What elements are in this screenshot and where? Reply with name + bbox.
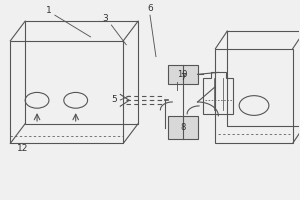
Text: 6: 6 xyxy=(147,4,153,13)
Text: 10: 10 xyxy=(177,70,188,79)
Text: 5: 5 xyxy=(112,95,117,104)
Text: 12: 12 xyxy=(16,144,28,153)
Bar xyxy=(168,116,198,139)
Text: 3: 3 xyxy=(103,14,108,23)
Bar xyxy=(168,64,198,84)
Text: 7: 7 xyxy=(180,73,185,82)
Text: 1: 1 xyxy=(46,6,52,15)
Text: 8: 8 xyxy=(180,123,185,132)
